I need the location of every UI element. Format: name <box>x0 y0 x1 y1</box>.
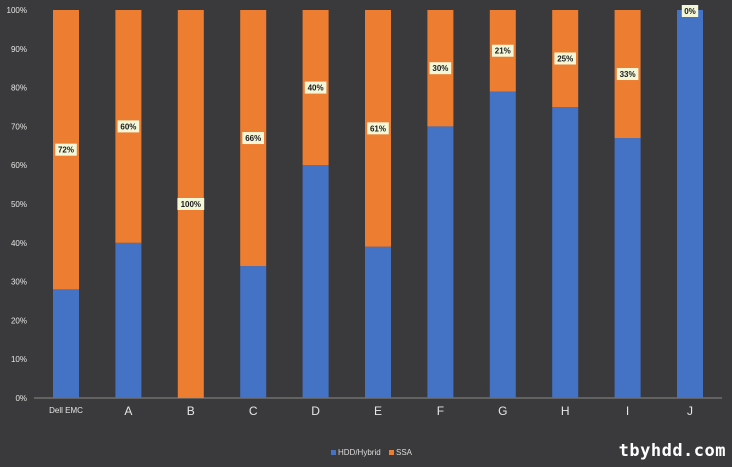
y-tick-label: 50% <box>11 200 27 209</box>
y-tick-label: 20% <box>11 316 27 325</box>
x-tick-label: B <box>187 404 195 418</box>
bar-hdd-hybrid <box>302 165 329 398</box>
bars <box>53 10 703 399</box>
legend: HDD/Hybrid SSA <box>331 448 413 457</box>
bar-hdd-hybrid <box>115 242 142 398</box>
y-tick-label: 80% <box>11 84 27 93</box>
x-tick-label: A <box>124 404 132 418</box>
data-label: 100% <box>181 200 201 209</box>
data-label: 61% <box>370 124 386 133</box>
x-tick-label: C <box>249 404 258 418</box>
y-tick-label: 70% <box>11 122 27 131</box>
x-tick-label: I <box>626 404 629 418</box>
bar-hdd-hybrid <box>365 246 391 398</box>
data-labels: 72% 60% 100% 66% 40% 61% 30% 21% 25% 33% 0% <box>55 5 699 210</box>
x-tick-label: G <box>498 404 507 418</box>
watermark-text: tbyhdd.com <box>618 441 726 461</box>
data-label: 30% <box>432 64 448 73</box>
bar-hdd-hybrid <box>489 91 516 398</box>
data-label-box <box>304 81 327 94</box>
bar-hdd-hybrid <box>53 289 79 398</box>
y-tick-label: 100% <box>7 6 27 15</box>
data-label: 60% <box>120 122 136 131</box>
legend-swatch <box>389 450 394 455</box>
data-label: 72% <box>58 146 74 155</box>
legend-label: SSA <box>396 448 413 457</box>
data-label-box <box>55 143 77 156</box>
x-tick-label: D <box>311 404 320 418</box>
data-label-box <box>492 44 514 57</box>
data-label-box <box>177 198 205 210</box>
axes: 0% 10% 20% 30% 40% 50% 60% 70% 80% 90% 100% Dell EM… <box>7 6 722 418</box>
x-tick-label: E <box>374 404 382 418</box>
bar-hdd-hybrid <box>240 266 267 398</box>
data-label-box <box>616 68 639 81</box>
bar-hdd-hybrid <box>552 107 579 398</box>
data-label: 21% <box>495 47 511 56</box>
y-tick-label: 10% <box>11 355 27 364</box>
data-label-box <box>554 52 576 65</box>
x-tick-label: F <box>437 404 444 418</box>
legend-swatch <box>331 450 336 455</box>
bar-hdd-hybrid <box>614 138 641 399</box>
data-label-box <box>681 5 699 17</box>
data-label-box <box>429 62 452 75</box>
bar-hdd-hybrid <box>427 126 454 399</box>
legend-label: HDD/Hybrid <box>338 448 381 457</box>
data-label: 66% <box>245 134 261 143</box>
y-tick-label: 60% <box>11 161 27 170</box>
data-label-box <box>367 122 389 135</box>
y-tick-label: 0% <box>15 394 27 403</box>
data-label-box <box>242 132 264 145</box>
x-tick-label: J <box>687 404 693 418</box>
y-tick-label: 30% <box>11 278 27 287</box>
data-label: 40% <box>308 84 324 93</box>
x-tick-label: H <box>561 404 570 418</box>
y-tick-label: 40% <box>11 239 27 248</box>
bar-hdd-hybrid <box>677 10 703 398</box>
data-label: 33% <box>620 70 636 79</box>
data-label: 25% <box>557 55 573 64</box>
y-tick-label: 90% <box>11 45 27 54</box>
data-label: 0% <box>684 7 696 16</box>
data-label-box <box>117 120 140 133</box>
x-tick-label: Dell EMC <box>49 406 83 415</box>
